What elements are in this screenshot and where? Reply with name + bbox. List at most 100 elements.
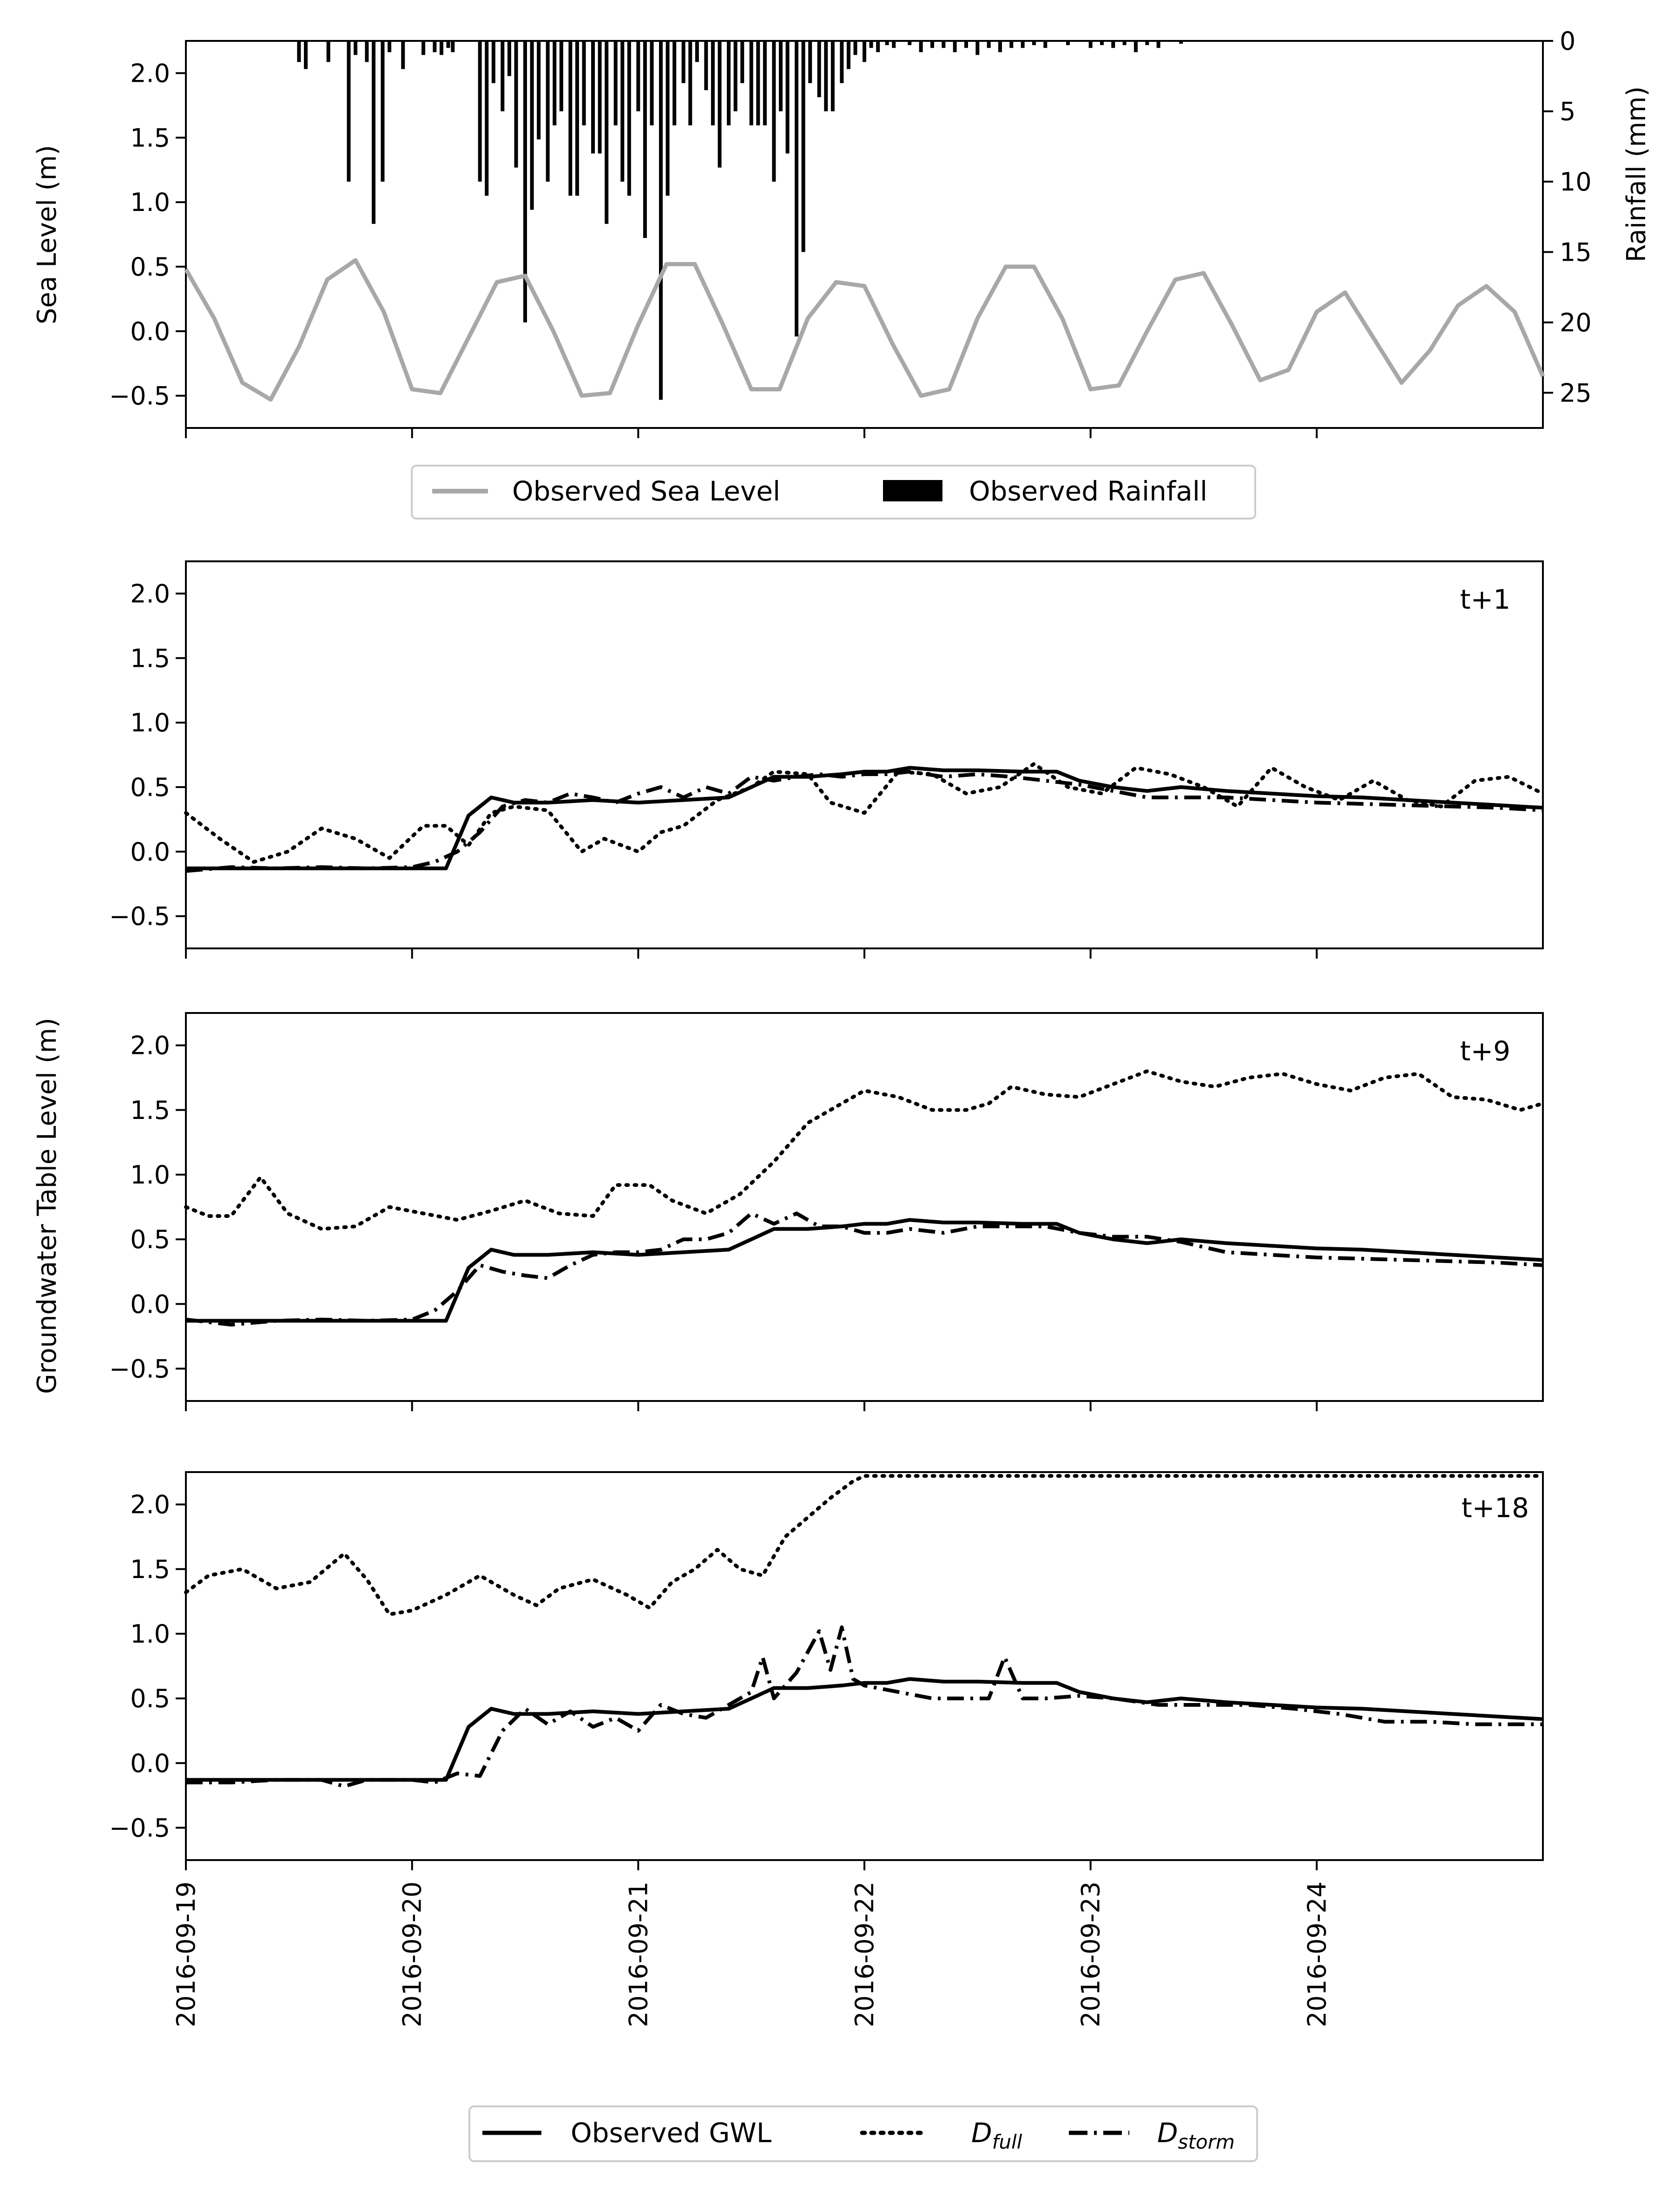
legend-dstorm-subscript: storm: [1178, 2131, 1235, 2153]
panel-t18-annotation: t+18: [1462, 1492, 1529, 1524]
y-tick-label: 2.0: [130, 579, 170, 608]
rainfall-bar: [688, 41, 692, 125]
y-tick-label: 1.5: [130, 644, 170, 673]
rainfall-bar: [451, 41, 455, 53]
right-tick-label: 20: [1560, 308, 1592, 337]
rainfall-bar: [695, 41, 699, 62]
panel-t18-x-ticks: 2016-09-19 2016-09-20 2016-09-21 2016-09-22…: [171, 1860, 1331, 2027]
rainfall-bar: [582, 41, 586, 125]
rainfall-bar: [354, 41, 357, 55]
y-tick-label: −0.5: [109, 902, 170, 931]
legend-observed-gwl-label: Observed GWL: [571, 2117, 771, 2149]
rainfall-bar: [605, 41, 609, 224]
d-storm-line: [185, 1211, 1543, 1327]
rainfall-bar: [546, 41, 550, 182]
panel-t9-series: [184, 1069, 1545, 1327]
rainfall-bar: [987, 41, 991, 48]
y-tick-label: 0.0: [130, 317, 170, 346]
d-full-line: [184, 1474, 1545, 1617]
rainfall-bar: [885, 41, 889, 46]
y-tick-label: 1.5: [130, 123, 170, 152]
rainfall-bar: [537, 41, 541, 140]
y-tick-label: −0.5: [109, 1354, 170, 1383]
panel-t1-annotation: t+1: [1460, 584, 1510, 615]
rainfall-bar: [1066, 41, 1070, 46]
rainfall-bar: [297, 41, 301, 62]
rainfall-bar: [1122, 41, 1127, 46]
legend-sea-level-label: Observed Sea Level: [512, 475, 780, 507]
y-tick-label: 0.5: [130, 1225, 170, 1254]
panel-t1-x-ticks: [185, 948, 1318, 959]
rainfall-bar: [643, 41, 647, 238]
rainfall-bar: [1145, 41, 1149, 46]
x-tick-label: 2016-09-19: [171, 1881, 201, 2027]
rainfall-bar: [501, 41, 505, 112]
y-tick-label: −0.5: [109, 381, 170, 411]
x-tick-label: 2016-09-21: [624, 1881, 653, 2027]
rainfall-bar: [1043, 41, 1048, 48]
rainfall-bar: [491, 41, 495, 83]
y-tick-label: 1.0: [130, 708, 170, 737]
right-tick-label: 0: [1560, 26, 1575, 56]
panel-t1: −0.5 0.0 0.5 1.0 1.5 2.0 t+1: [109, 560, 1545, 959]
d-storm-line: [185, 769, 1543, 873]
rainfall-bar: [591, 41, 595, 154]
rainfall-bar: [919, 41, 923, 53]
rainfall-bar: [756, 41, 760, 125]
rainfall-bar: [778, 41, 783, 112]
d-full-line: [184, 1069, 1545, 1231]
rainfall-bar: [964, 41, 968, 48]
rainfall-bar: [1009, 41, 1014, 48]
rainfall-bar: [620, 41, 625, 182]
rainfall-bar: [1032, 41, 1036, 46]
rainfall-bar: [727, 41, 731, 125]
rainfall-bar: [733, 41, 738, 112]
rainfall-bar: [824, 41, 828, 112]
panel-sea-level: −0.5 0.0 0.5 1.0 1.5 2.0 0 5 10 15 20 25 Sea Level…: [32, 26, 1652, 438]
panel-t9: −0.5 0.0 0.5 1.0 1.5 2.0 t+9 Groundwater Tabl…: [32, 1012, 1545, 1411]
legend-sea-rainfall-frame: [411, 465, 1256, 520]
legend-dfull-label: Dfull: [971, 2117, 1022, 2153]
panel-sea-level-left-ticks: −0.5 0.0 0.5 1.0 1.5 2.0: [109, 59, 186, 411]
rainfall-bar: [326, 41, 330, 62]
rainfall-bar: [613, 41, 618, 125]
panel-t1-y-ticks: −0.5 0.0 0.5 1.0 1.5 2.0: [109, 579, 186, 931]
rainfall-bar: [575, 41, 579, 196]
rainfall-bar: [672, 41, 677, 125]
rainfall-bar: [740, 41, 744, 83]
rainfall-bar: [908, 41, 912, 46]
y-tick-label: 0.5: [130, 773, 170, 802]
rainfall-bar: [846, 41, 850, 69]
observed-gwl-line: [186, 1218, 1543, 1323]
rainfall-bar: [942, 41, 946, 48]
rainfall-bar: [665, 41, 670, 196]
right-tick-label: 10: [1560, 167, 1592, 197]
observed-gwl-line: [186, 1677, 1543, 1782]
y-tick-label: 1.0: [130, 1619, 170, 1649]
y-tick-label: 0.5: [130, 1684, 170, 1713]
rainfall-bar: [1134, 41, 1138, 53]
rainfall-bar: [650, 41, 654, 125]
rainfall-bar: [704, 41, 708, 91]
rainfall-bar: [1179, 41, 1183, 44]
y-tick-label: 1.5: [130, 1096, 170, 1125]
panel-t1-frame: [185, 560, 1544, 949]
rainfall-bar: [998, 41, 1002, 53]
sea-level-axis-title: Sea Level (m): [32, 145, 62, 324]
rainfall-bar: [422, 41, 425, 55]
rainfall-bar: [930, 41, 934, 48]
rainfall-bar: [365, 41, 369, 62]
rainfall-bar: [401, 41, 405, 69]
rainfall-bar: [772, 41, 776, 182]
rainfall-bar: [446, 41, 450, 48]
rainfall-bar: [439, 41, 443, 55]
x-tick-label: 2016-09-20: [398, 1881, 427, 2027]
rainfall-bar: [892, 41, 896, 48]
rainfall-bar: [830, 41, 835, 112]
rainfall-bar: [478, 41, 482, 182]
rainfall-bar: [711, 41, 715, 125]
y-tick-label: 0.0: [130, 1289, 170, 1319]
y-tick-label: 2.0: [130, 1490, 170, 1519]
panel-t9-y-ticks: −0.5 0.0 0.5 1.0 1.5 2.0: [109, 1031, 186, 1383]
x-tick-label: 2016-09-22: [850, 1881, 879, 2027]
